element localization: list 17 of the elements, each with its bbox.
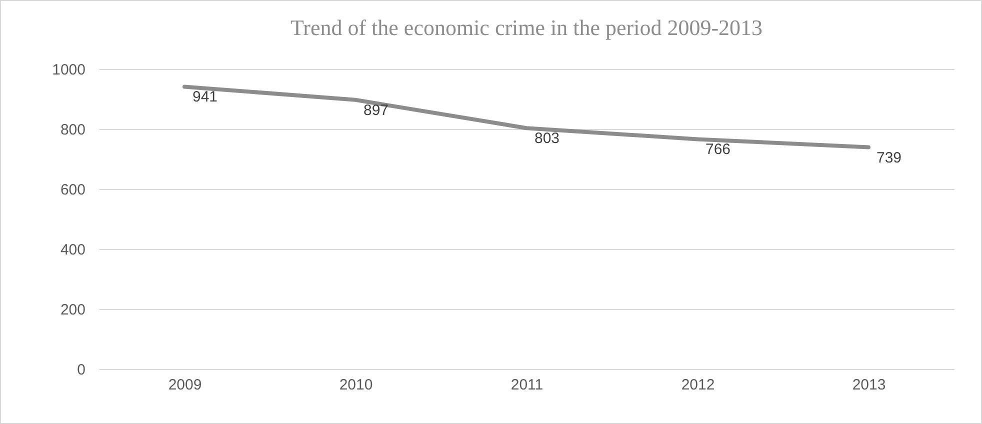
y-tick-label: 800 xyxy=(60,122,86,138)
data-label: 897 xyxy=(364,102,389,119)
data-label: 803 xyxy=(534,130,560,148)
x-tick-label: 2010 xyxy=(339,376,373,394)
data-label: 766 xyxy=(706,141,731,158)
data-label: 941 xyxy=(192,88,218,106)
x-tick-label: 2012 xyxy=(681,376,715,394)
x-tick-label: 2011 xyxy=(510,376,544,394)
x-tick-label: 2009 xyxy=(168,376,202,394)
y-tick-label: 200 xyxy=(60,302,86,318)
chart-title: Trend of the economic crime in the period 2009-2013 xyxy=(290,15,763,40)
x-tick-label: 2013 xyxy=(852,376,886,394)
data-label: 739 xyxy=(876,149,902,166)
y-tick-label: 600 xyxy=(60,182,86,198)
y-tick-label: 1000 xyxy=(52,62,86,78)
y-tick-label: 400 xyxy=(60,242,86,258)
y-tick-label: 0 xyxy=(77,362,86,378)
